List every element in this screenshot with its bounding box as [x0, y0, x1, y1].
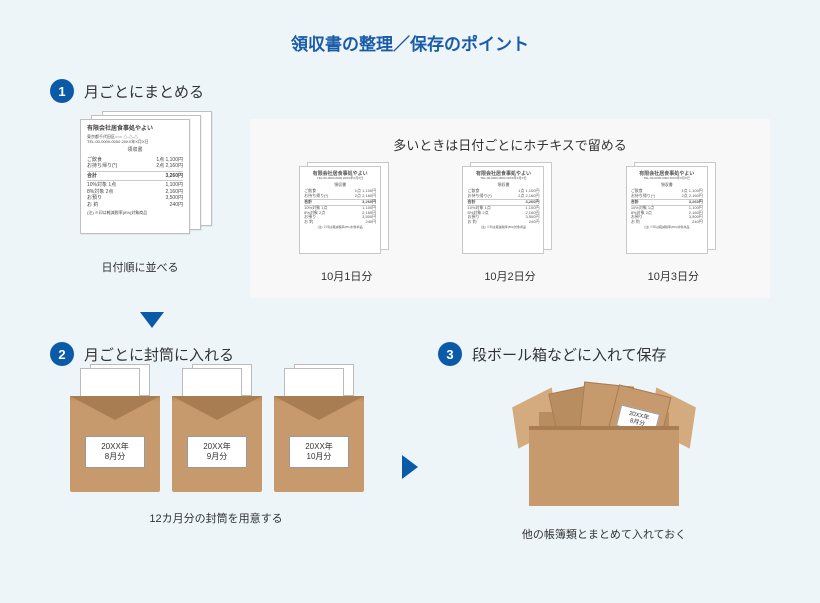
envelope-label: 20XX年 9月分 — [187, 436, 247, 468]
inset-title: 多いときは日付ごとにホチキスで留める — [270, 135, 750, 154]
mini-receipt-front: 有限会社居食事処やよいTEL:00-0000-0000 20XX年X月X日領収書… — [626, 166, 708, 254]
envelope-2: 20XX年 10月分 — [274, 382, 364, 492]
step1-inset: 多いときは日付ごとにホチキスで留める 有限会社居食事処やよいTEL:00-000… — [250, 119, 770, 298]
inset-date-label: 10月3日分 — [597, 268, 750, 284]
receipt-header: 領収書 — [87, 147, 183, 154]
envelope-1: 20XX年 9月分 — [172, 382, 262, 492]
inset-date-label: 10月2日分 — [433, 268, 586, 284]
inset-row: 有限会社居食事処やよいTEL:00-0000-0000 20XX年X月X日領収書… — [270, 166, 750, 284]
step1-badge: 1 — [50, 79, 74, 103]
step2-caption: 12カ月分の封筒を用意する — [50, 510, 382, 526]
step3-caption: 他の帳簿類とまとめて入れておく — [438, 526, 770, 542]
box-front — [529, 426, 679, 506]
mini-receipt-stack: 有限会社居食事処やよいTEL:00-0000-0000 20XX年X月X日領収書… — [462, 166, 557, 262]
inset-col-2: 有限会社居食事処やよいTEL:00-0000-0000 20XX年X月X日領収書… — [597, 166, 750, 284]
mini-receipt-front: 有限会社居食事処やよいTEL:00-0000-0000 20XX年X月X日領収書… — [299, 166, 381, 254]
step3-badge: 3 — [438, 342, 462, 366]
envelope-flap — [70, 396, 160, 420]
mini-receipt-stack: 有限会社居食事処やよいTEL:00-0000-0000 20XX年X月X日領収書… — [299, 166, 394, 262]
envelopes: 20XX年 8月分 20XX年 9月分 20XX年 10月分 — [70, 382, 382, 492]
step3: 3 段ボール箱などに入れて保存 20XX年 8月分 他の帳簿類とまとめて入れてお… — [438, 342, 770, 542]
mini-receipt-front: 有限会社居食事処やよいTEL:00-0000-0000 20XX年X月X日領収書… — [462, 166, 544, 254]
row2: 2 月ごとに封筒に入れる 20XX年 8月分 20XX年 9月分 20XX年 1… — [50, 342, 770, 542]
step2-badge: 2 — [50, 342, 74, 366]
step3-title: 段ボール箱などに入れて保存 — [472, 344, 667, 365]
envelope-flap — [172, 396, 262, 420]
step3-header: 3 段ボール箱などに入れて保存 — [438, 342, 770, 366]
envelope-0: 20XX年 8月分 — [70, 382, 160, 492]
step1-header: 1 月ごとにまとめる — [50, 79, 770, 103]
inset-date-label: 10月1日分 — [270, 268, 423, 284]
arrow-down-icon — [140, 312, 164, 328]
receipt-stack: 有限会社居食事処やよい 東京都千代田区○○○ △-△-△ TEL:00-0000… — [80, 119, 220, 249]
receipt-stack-col: 有限会社居食事処やよい 東京都千代田区○○○ △-△-△ TEL:00-0000… — [50, 119, 230, 275]
receipt-company: 有限会社居食事処やよい — [87, 126, 183, 134]
receipt-footnote: (注) ※印は軽減税率(8%)対象商品 — [87, 210, 183, 215]
receipt-tel: TEL:00-0000-0000 20XX年X月X日 — [87, 139, 183, 144]
cardboard-box: 20XX年 8月分 — [519, 382, 689, 512]
mini-receipt-stack: 有限会社居食事処やよいTEL:00-0000-0000 20XX年X月X日領収書… — [626, 166, 721, 262]
step1: 1 月ごとにまとめる 有限会社居食事処やよい 東京都千代田区○○○ △-△-△ … — [50, 79, 770, 328]
envelope-label: 20XX年 10月分 — [289, 436, 349, 468]
step2-title: 月ごとに封筒に入れる — [84, 344, 234, 365]
step1-caption: 日付順に並べる — [50, 259, 230, 275]
cardboard-box-container: 20XX年 8月分 — [438, 382, 770, 512]
step2: 2 月ごとに封筒に入れる 20XX年 8月分 20XX年 9月分 20XX年 1… — [50, 342, 382, 526]
receipt-front: 有限会社居食事処やよい 東京都千代田区○○○ △-△-△ TEL:00-0000… — [80, 119, 190, 234]
receipt-lines: ご飲食1点 1,100円お持ち帰り(*)2点 2,160円合計3,260円10%… — [87, 157, 183, 209]
envelope-label: 20XX年 8月分 — [85, 436, 145, 468]
step1-title: 月ごとにまとめる — [84, 81, 204, 102]
envelope-flap — [274, 396, 364, 420]
arrow-right-icon — [402, 455, 418, 479]
inset-col-0: 有限会社居食事処やよいTEL:00-0000-0000 20XX年X月X日領収書… — [270, 166, 423, 284]
step2-header: 2 月ごとに封筒に入れる — [50, 342, 382, 366]
main-title: 領収書の整理／保存のポイント — [50, 30, 770, 55]
inset-col-1: 有限会社居食事処やよいTEL:00-0000-0000 20XX年X月X日領収書… — [433, 166, 586, 284]
